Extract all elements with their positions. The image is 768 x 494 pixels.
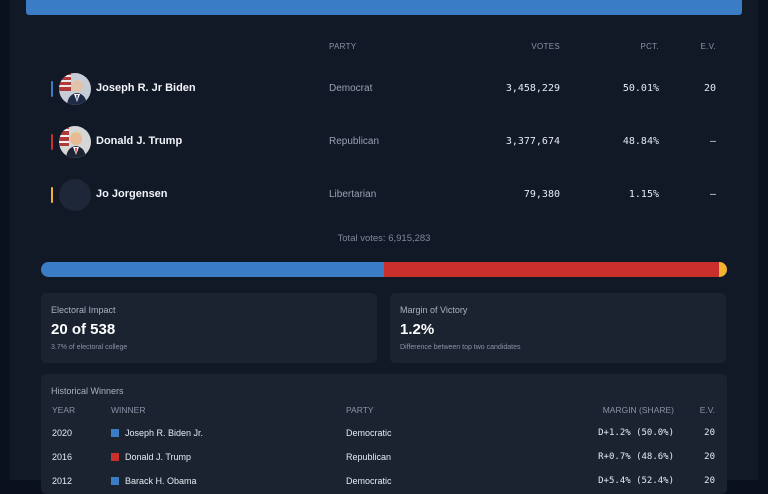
- margin-cell: D+5.4% (52.4%): [598, 476, 674, 486]
- table-row[interactable]: 2016 Donald J. Trump Republican R+0.7% (…: [41, 452, 727, 472]
- vote-share-republican: [384, 262, 720, 277]
- card-subtext: Difference between top two candidates: [400, 344, 521, 351]
- candidate-ev: —: [709, 189, 716, 200]
- candidate-name: Joseph R. Jr Biden: [96, 82, 196, 94]
- year-cell: 2012: [52, 476, 73, 486]
- ev-column-header: E.V.: [699, 405, 715, 415]
- pct-column-header: PCT.: [640, 42, 659, 51]
- candidate-votes: 3,377,674: [505, 136, 560, 147]
- biden-avatar: [59, 73, 91, 105]
- margin-of-victory-card: Margin of Victory 1.2% Difference betwee…: [390, 293, 726, 363]
- margin-cell: D+1.2% (50.0%): [598, 428, 674, 438]
- winner-color-banner: [26, 0, 742, 15]
- year-cell: 2016: [52, 452, 73, 462]
- candidate-row[interactable]: Donald J. Trump Republican 3,377,674 48.…: [0, 121, 768, 161]
- vote-share-bar: [41, 262, 727, 277]
- party-color-bar: [51, 187, 53, 203]
- margin-column-header: MARGIN (SHARE): [602, 405, 674, 415]
- candidate-pct: 1.15%: [628, 189, 659, 200]
- vote-share-libertarian: [719, 262, 727, 277]
- ev-cell: 20: [704, 452, 715, 462]
- candidate-row[interactable]: Jo Jorgensen Libertarian 79,380 1.15% —: [0, 174, 768, 214]
- winner-cell: Joseph R. Biden Jr.: [125, 428, 204, 438]
- party-swatch: [111, 453, 119, 461]
- candidate-ev: 20: [703, 83, 716, 94]
- candidate-ev: —: [709, 136, 716, 147]
- year-column-header: YEAR: [52, 405, 76, 415]
- party-cell: Republican: [346, 452, 392, 462]
- card-value: 1.2%: [400, 321, 435, 338]
- candidate-party: Democrat: [329, 83, 373, 94]
- candidate-party: Republican: [329, 136, 380, 147]
- winner-cell: Donald J. Trump: [125, 452, 192, 462]
- vote-share-democrat: [41, 262, 385, 277]
- card-label: Margin of Victory: [400, 305, 468, 315]
- candidate-pct: 48.84%: [622, 136, 659, 147]
- card-label: Electoral Impact: [51, 305, 116, 315]
- candidate-pct: 50.01%: [622, 83, 659, 94]
- year-cell: 2020: [52, 428, 73, 438]
- party-column-header: PARTY: [329, 42, 357, 51]
- votes-column-header: VOTES: [531, 42, 560, 51]
- party-color-bar: [51, 81, 53, 97]
- party-cell: Democratic: [346, 476, 392, 486]
- empty-avatar: [59, 179, 91, 211]
- candidate-row[interactable]: Joseph R. Jr Biden Democrat 3,458,229 50…: [0, 68, 768, 108]
- party-swatch: [111, 429, 119, 437]
- table-row[interactable]: 2012 Barack H. Obama Democratic D+5.4% (…: [41, 476, 727, 494]
- total-votes: Total votes: 6,915,283: [337, 233, 431, 244]
- winner-column-header: WINNER: [111, 405, 146, 415]
- party-cell: Democratic: [346, 428, 392, 438]
- table-title: Historical Winners: [51, 386, 124, 396]
- trump-avatar: [59, 126, 91, 158]
- electoral-impact-card: Electoral Impact 20 of 538 3.7% of elect…: [41, 293, 377, 363]
- party-swatch: [111, 477, 119, 485]
- candidate-votes: 79,380: [523, 189, 560, 200]
- party-color-bar: [51, 134, 53, 150]
- winner-cell: Barack H. Obama: [125, 476, 197, 486]
- table-row[interactable]: 2020 Joseph R. Biden Jr. Democratic D+1.…: [41, 428, 727, 448]
- ev-cell: 20: [704, 476, 715, 486]
- candidate-votes: 3,458,229: [505, 83, 560, 94]
- card-value: 20 of 538: [51, 321, 116, 338]
- card-subtext: 3.7% of electoral college: [51, 344, 128, 351]
- ev-column-header: E.V.: [700, 42, 716, 51]
- ev-cell: 20: [704, 428, 715, 438]
- candidate-name: Jo Jorgensen: [96, 188, 168, 200]
- margin-cell: R+0.7% (48.6%): [598, 452, 674, 462]
- candidate-name: Donald J. Trump: [96, 135, 183, 147]
- party-column-header: PARTY: [346, 405, 374, 415]
- historical-winners-table: Historical Winners YEAR WINNER PARTY MAR…: [41, 374, 727, 494]
- candidate-party: Libertarian: [329, 189, 377, 200]
